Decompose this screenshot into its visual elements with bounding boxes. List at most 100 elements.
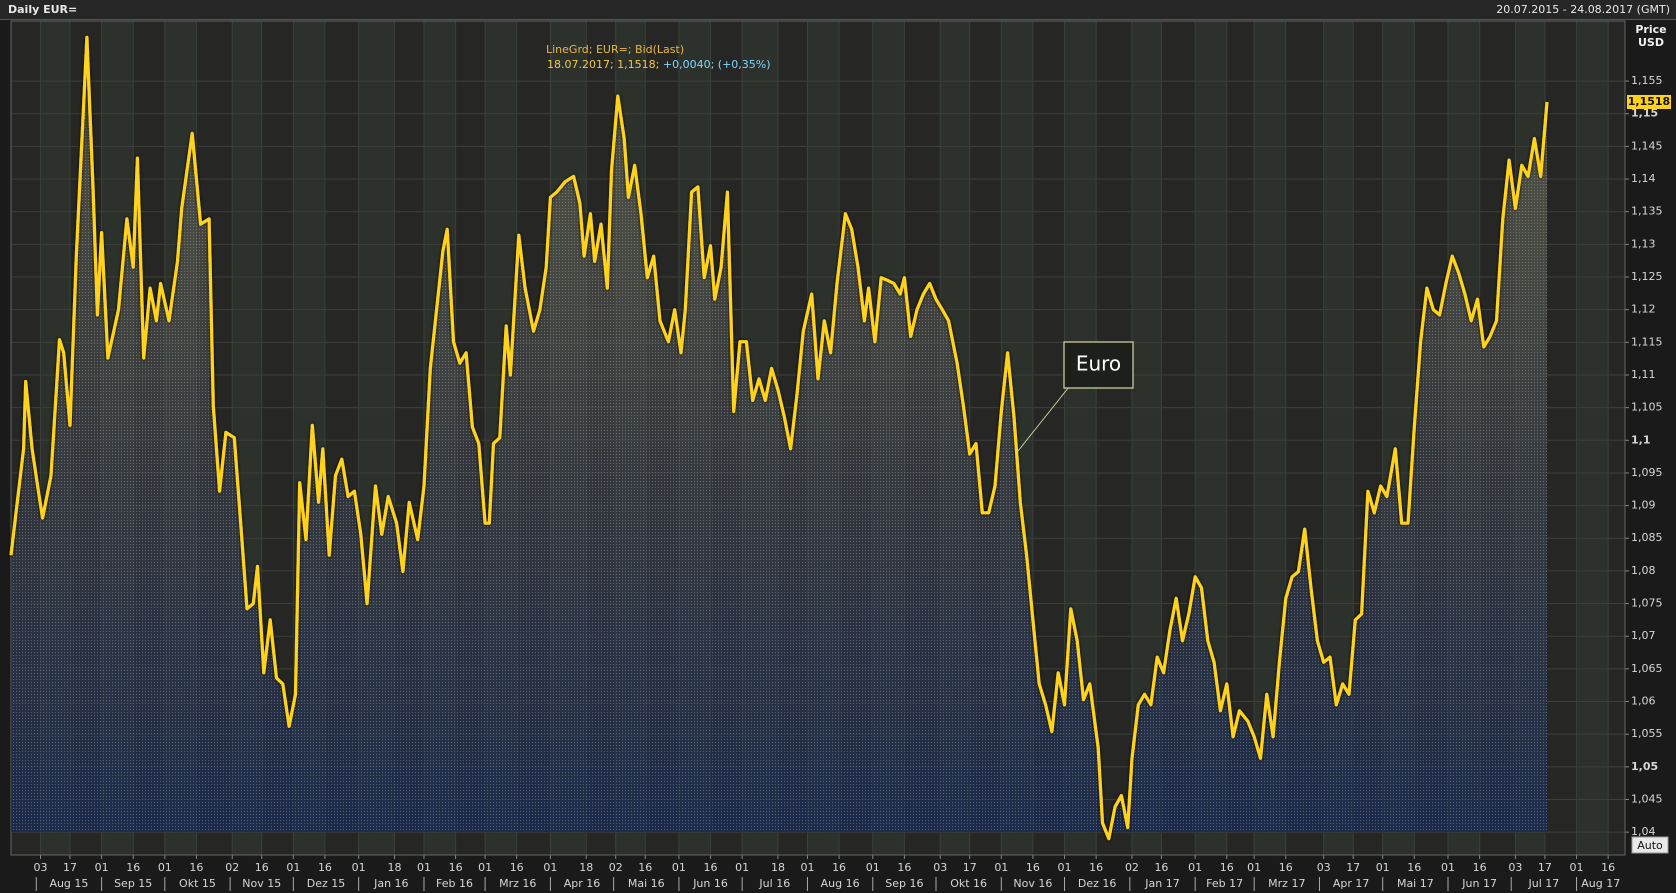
- month-label: Feb 16: [436, 877, 473, 890]
- x-tick-label: 18: [579, 861, 593, 874]
- chart-title: Daily EUR=: [8, 3, 77, 16]
- y-tick-label: 1,05: [1631, 760, 1658, 773]
- info-line: 18.07.2017; 1,1518; +0,0040; (+0,35%): [547, 58, 771, 71]
- header-bar: [0, 0, 1676, 19]
- y-tick-label: 1,105: [1631, 401, 1663, 414]
- month-label: Jan 16: [373, 877, 408, 890]
- y-tick-label: 1,04: [1631, 825, 1656, 838]
- x-tick-label: 16: [897, 861, 911, 874]
- info-price: 18.07.2017; 1,1518;: [547, 58, 659, 71]
- month-label: Nov 16: [1013, 877, 1052, 890]
- x-tick-label: 16: [1089, 861, 1103, 874]
- y-tick-label: 1,155: [1631, 74, 1663, 87]
- x-tick-label: 01: [286, 861, 300, 874]
- month-label: Jul 17: [1527, 877, 1559, 890]
- y-tick-label: 1,045: [1631, 792, 1663, 805]
- x-tick-label: 17: [963, 861, 977, 874]
- x-tick-label: 01: [735, 861, 749, 874]
- x-tick-label: 16: [449, 861, 463, 874]
- month-label: Aug 17: [1581, 877, 1620, 890]
- x-tick-label: 02: [609, 861, 623, 874]
- month-label: Aug 15: [49, 877, 88, 890]
- x-tick-label: 01: [672, 861, 686, 874]
- auto-button-label[interactable]: Auto: [1637, 839, 1663, 852]
- month-label: Nov 15: [242, 877, 281, 890]
- x-tick-label: 01: [352, 861, 366, 874]
- month-label: Jan 17: [1144, 877, 1179, 890]
- y-tick-label: 1,09: [1631, 499, 1656, 512]
- x-tick-label: 16: [189, 861, 203, 874]
- x-tick-label: 03: [33, 861, 47, 874]
- month-label: Mrz 16: [499, 877, 536, 890]
- month-label: Mrz 17: [1268, 877, 1305, 890]
- x-tick-label: 03: [1317, 861, 1331, 874]
- y-tick-label: 1,125: [1631, 270, 1663, 283]
- y-tick-label: 1,12: [1631, 303, 1656, 316]
- callout-box: [1063, 341, 1134, 389]
- month-label: Aug 16: [821, 877, 860, 890]
- month-label: Apr 16: [564, 877, 601, 890]
- month-label: Jul 16: [758, 877, 790, 890]
- x-tick-label: 01: [1247, 861, 1261, 874]
- x-tick-label: 03: [933, 861, 947, 874]
- month-label: Mai 16: [628, 877, 665, 890]
- y-tick-label: 1,135: [1631, 205, 1663, 218]
- x-tick-label: 01: [417, 861, 431, 874]
- x-tick-label: 01: [866, 861, 880, 874]
- y-tick-label: 1,115: [1631, 335, 1663, 348]
- y-tick-label: 1,06: [1631, 695, 1656, 708]
- x-tick-label: 01: [1441, 861, 1455, 874]
- x-tick-label: 01: [478, 861, 492, 874]
- x-tick-label: 01: [1188, 861, 1202, 874]
- x-tick-label: 16: [126, 861, 140, 874]
- x-tick-label: 01: [1058, 861, 1072, 874]
- month-label: Dez 16: [1078, 877, 1117, 890]
- x-tick-label: 01: [158, 861, 172, 874]
- x-tick-label: 16: [255, 861, 269, 874]
- x-tick-label: 01: [994, 861, 1008, 874]
- x-tick-label: 16: [1026, 861, 1040, 874]
- x-tick-label: 16: [1473, 861, 1487, 874]
- month-label: Dez 15: [307, 877, 346, 890]
- month-label: Sep 15: [114, 877, 152, 890]
- x-tick-label: 18: [387, 861, 401, 874]
- y-tick-label: 1,14: [1631, 172, 1656, 185]
- x-tick-label: 17: [1346, 861, 1360, 874]
- y-tick-label: 1,11: [1631, 368, 1656, 381]
- x-tick-label: 16: [1220, 861, 1234, 874]
- info-title: LineGrd; EUR=; Bid(Last): [546, 43, 684, 56]
- legend-label: Euro: [1076, 352, 1121, 376]
- x-tick-label: 18: [771, 861, 785, 874]
- y-tick-label: 1,095: [1631, 466, 1663, 479]
- auto-button[interactable]: Auto: [1631, 836, 1669, 854]
- y-tick-label: 1,13: [1631, 237, 1656, 250]
- y-axis-label: Price: [1635, 23, 1666, 36]
- date-range: 20.07.2015 - 24.08.2017 (GMT): [1496, 3, 1670, 16]
- month-label: Sep 16: [885, 877, 923, 890]
- x-tick-label: 16: [1407, 861, 1421, 874]
- column-band: [1576, 21, 1609, 855]
- x-tick-label: 01: [543, 861, 557, 874]
- month-label: Mai 17: [1397, 877, 1434, 890]
- info-change: +0,0040; (+0,35%): [663, 58, 771, 71]
- y-tick-label: 1,145: [1631, 139, 1663, 152]
- month-label: Feb 17: [1206, 877, 1243, 890]
- callout-line: [1017, 386, 1070, 452]
- month-label: Apr 17: [1333, 877, 1370, 890]
- x-tick-label: 01: [1376, 861, 1390, 874]
- month-label: Okt 16: [950, 877, 987, 890]
- x-tick-label: 17: [63, 861, 77, 874]
- auto-button-box[interactable]: [1631, 836, 1669, 854]
- y-axis-unit: USD: [1638, 36, 1664, 49]
- y-tick-label: 1,065: [1631, 662, 1663, 675]
- plot-area: 1,04 1,045 1,05 1,055 1,06 1,065 1,07 1,075 1,08…: [9, 20, 1663, 891]
- month-label: Jun 16: [692, 877, 728, 890]
- y-tick-label: 1,055: [1631, 727, 1663, 740]
- y-tick-label: 1,075: [1631, 597, 1663, 610]
- y-tick-label: 1,1: [1631, 433, 1651, 446]
- x-tick-label: 02: [225, 861, 239, 874]
- x-tick-label: 16: [318, 861, 332, 874]
